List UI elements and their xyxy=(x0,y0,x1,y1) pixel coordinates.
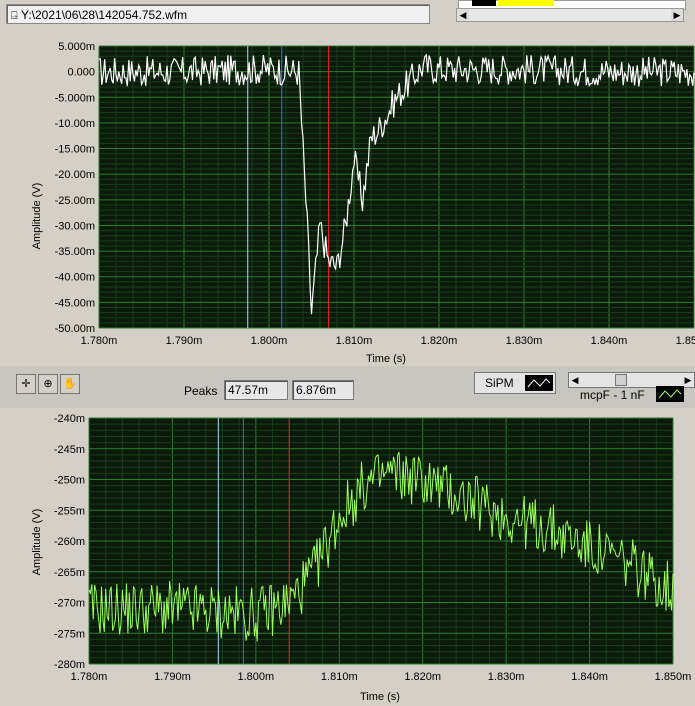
slider-right-icon[interactable]: ▶ xyxy=(684,375,692,385)
bottom-x-tick-label: 1.820m xyxy=(404,671,441,683)
bottom-y-tick-label: -280m xyxy=(54,659,85,671)
top-y-tick-label: -50.00m xyxy=(55,323,95,335)
top-cursors xyxy=(247,46,329,328)
top-x-tick-label: 1.830m xyxy=(506,335,543,347)
top-x-tick-label: 1.790m xyxy=(166,335,203,347)
bottom-y-tick-label: -265m xyxy=(54,567,85,579)
bottom-y-axis-label: Amplitude (V) xyxy=(31,509,43,576)
bottom-y-tick-label: -240m xyxy=(54,413,85,425)
top-waveform-graph[interactable]: 5.000m 0.000 -5.000m -10.00m -15.00m -20.00m -… xyxy=(0,36,695,366)
bottom-y-tick-label: -260m xyxy=(54,536,85,548)
bottom-trace xyxy=(88,451,674,642)
color-swatch-black xyxy=(472,0,496,6)
top-x-axis-label: Time (s) xyxy=(366,353,406,365)
bottom-y-ticks: -240m -245m -250m -255m -260m -265m -270m -275m… xyxy=(54,413,85,671)
sipm-label: SiPM xyxy=(485,376,514,390)
top-right-panel: ◀ ▶ xyxy=(452,0,690,30)
top-y-tick-label: 0.000 xyxy=(67,67,95,79)
bottom-x-ticks: 1.780m 1.790m 1.800m 1.810m 1.820m 1.830m 1.84… xyxy=(71,671,692,683)
top-toolbar: ⍈ Y:\2021\06\28\142054.752.wfm ◀ ▶ xyxy=(0,0,695,36)
cursor-move-icon[interactable]: ✛ xyxy=(16,374,36,394)
bottom-x-tick-label: 1.810m xyxy=(321,671,358,683)
pan-hand-icon[interactable]: ✋ xyxy=(60,374,80,394)
bottom-cursors xyxy=(217,418,290,664)
slider-thumb[interactable] xyxy=(615,374,627,386)
slider-left-icon[interactable]: ◀ xyxy=(571,375,579,385)
peak-value-1[interactable]: 47.57m xyxy=(224,380,288,400)
bottom-y-tick-label: -275m xyxy=(54,628,85,640)
top-y-tick-label: -15.00m xyxy=(55,144,95,156)
scroll-right-icon[interactable]: ▶ xyxy=(671,9,683,21)
top-x-tick-label: 1.850m xyxy=(676,335,695,347)
top-y-tick-label: -45.00m xyxy=(55,297,95,309)
bottom-waveform-graph[interactable]: -240m -245m -250m -255m -260m -265m -270m -275m… xyxy=(0,408,695,706)
peaks-label: Peaks xyxy=(184,384,218,398)
bottom-x-tick-label: 1.840m xyxy=(571,671,608,683)
bottom-grid xyxy=(88,417,674,665)
top-grid xyxy=(98,45,695,329)
color-swatch-yellow xyxy=(498,0,554,6)
top-trace xyxy=(98,53,695,315)
top-y-tick-label: -35.00m xyxy=(55,246,95,258)
top-y-tick-label: 5.000m xyxy=(58,41,95,53)
bottom-y-tick-label: -255m xyxy=(54,505,85,517)
top-y-tick-label: -30.00m xyxy=(55,220,95,232)
top-y-ticks: 5.000m 0.000 -5.000m -10.00m -15.00m -20.00m -… xyxy=(55,41,95,335)
path-icon: ⍈ xyxy=(11,10,18,22)
sipm-line-swatch-icon xyxy=(525,375,553,391)
horizontal-scrollbar[interactable]: ◀ ▶ xyxy=(456,8,684,22)
top-y-tick-label: -10.00m xyxy=(55,118,95,130)
scroll-left-icon[interactable]: ◀ xyxy=(457,9,469,21)
top-y-tick-label: -40.00m xyxy=(55,272,95,284)
top-plot-area xyxy=(99,46,694,328)
zoom-icon[interactable]: ⊕ xyxy=(38,374,58,394)
top-x-ticks: 1.780m 1.790m 1.800m 1.810m 1.820m 1.830m 1.84… xyxy=(81,335,695,347)
top-y-tick-label: -20.00m xyxy=(55,169,95,181)
top-y-tick-label: -25.00m xyxy=(55,195,95,207)
bottom-x-tick-label: 1.850m xyxy=(655,671,692,683)
bottom-x-tick-label: 1.780m xyxy=(71,671,108,683)
peak-value-2[interactable]: 6.876m xyxy=(292,380,354,400)
bottom-x-tick-label: 1.790m xyxy=(154,671,191,683)
bottom-y-tick-label: -245m xyxy=(54,444,85,456)
bottom-y-tick-label: -250m xyxy=(54,475,85,487)
sipm-channel-legend[interactable]: SiPM xyxy=(474,372,556,394)
mcp-channel-label: mcpF - 1 nF xyxy=(580,388,645,402)
file-path-field[interactable]: ⍈ Y:\2021\06\28\142054.752.wfm xyxy=(6,4,430,24)
bottom-x-tick-label: 1.830m xyxy=(488,671,525,683)
top-y-tick-label: -5.000m xyxy=(55,92,95,104)
bottom-y-tick-label: -270m xyxy=(54,598,85,610)
top-x-tick-label: 1.810m xyxy=(336,335,373,347)
top-x-tick-label: 1.820m xyxy=(421,335,458,347)
top-x-tick-label: 1.780m xyxy=(81,335,118,347)
bottom-x-axis-label: Time (s) xyxy=(360,691,400,703)
top-x-tick-label: 1.840m xyxy=(591,335,628,347)
top-x-tick-label: 1.800m xyxy=(251,335,288,347)
bottom-x-tick-label: 1.800m xyxy=(238,671,275,683)
mcp-line-swatch-icon xyxy=(656,386,684,402)
file-path-text: Y:\2021\06\28\142054.752.wfm xyxy=(21,8,188,22)
top-y-axis-label: Amplitude (V) xyxy=(31,183,43,250)
